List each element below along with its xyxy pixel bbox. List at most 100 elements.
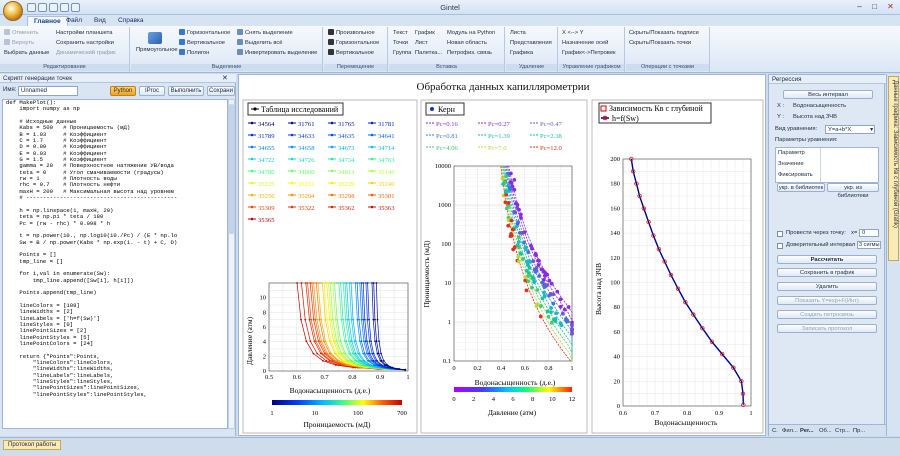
calculate-button[interactable]: Рассчитать (777, 255, 877, 264)
insert-palette-button[interactable]: Палетка... (415, 50, 443, 56)
vertical-move-button[interactable]: Вертикальное (328, 49, 374, 57)
core-point (516, 254, 521, 259)
maximize-icon[interactable]: □ (872, 2, 877, 11)
sample-point (370, 364, 372, 366)
chart-petro-button[interactable]: График<->Петровек (562, 50, 616, 56)
open-icon[interactable] (38, 3, 47, 12)
rect-select-button[interactable]: Прямоугольное (136, 32, 178, 60)
insert-points-button[interactable]: Точки (393, 40, 408, 46)
chart-data-side-tab[interactable]: Данные графика: Зависимость Кв с глубино… (888, 76, 899, 261)
core-point (517, 207, 521, 212)
vertical-select-button[interactable]: Вертикальное (179, 39, 225, 47)
sample-point (345, 340, 348, 343)
sample-point (358, 340, 361, 343)
create-petrolink-button[interactable]: Создать петросвязь (777, 310, 877, 319)
undo-icon[interactable] (49, 3, 58, 12)
axis-assign-button[interactable]: Назначение осей (562, 40, 609, 46)
close-icon[interactable]: ✕ (222, 75, 228, 82)
save-script-button[interactable]: Сохрани (207, 86, 235, 96)
sample-point (356, 282, 359, 284)
tab-work-log[interactable]: Протокол работы (3, 440, 62, 450)
swap-xy-button[interactable]: X <--> Y (562, 30, 584, 36)
horizontal-move-button[interactable]: Горизонтальное (328, 39, 379, 47)
insert-sheet-button[interactable]: Лист (415, 40, 428, 46)
write-log-button[interactable]: Записать протокол (777, 324, 877, 333)
insert-group-button[interactable]: Группа (393, 50, 412, 56)
undo-button[interactable]: Отменить (4, 29, 39, 37)
x0-input[interactable]: 0 (859, 229, 879, 237)
toggle-points-button[interactable]: Скрыть/Показать точки (629, 40, 692, 46)
tab-objects[interactable]: Об... (819, 428, 832, 434)
save-library-button[interactable]: укр. в библиотек (777, 183, 825, 192)
horizontal-select-button[interactable]: Горизонтальное (179, 29, 230, 37)
params-table[interactable]: Параметр Значение Фиксировать (775, 147, 879, 183)
table-row: Фиксировать (778, 172, 813, 178)
core-point (516, 220, 521, 225)
insert-chart-button[interactable]: График (415, 30, 435, 36)
delete-sheet-button[interactable]: Листа (510, 30, 526, 36)
select-all-button[interactable]: Выделить всё (237, 39, 283, 47)
clear-selection-button[interactable]: Снять выделение (237, 29, 293, 37)
sigma-select[interactable]: 3 сигмы (857, 241, 881, 249)
tab-s[interactable]: С. (772, 428, 778, 434)
load-library-button[interactable]: укр. из библиотеки (827, 183, 879, 199)
tab-help[interactable]: Справка (118, 17, 144, 24)
save-settings-button[interactable]: Сохранить настройки (56, 40, 114, 46)
name-input[interactable]: Unnamed (18, 86, 78, 96)
legend-sample-label: 35301 (378, 193, 394, 200)
toggle-labels-button[interactable]: Скрыть/Показать подписи (629, 30, 699, 36)
save-to-chart-button[interactable]: Сохранить в график (777, 268, 877, 277)
iproc-button[interactable]: IProc (139, 86, 165, 96)
refresh-icon[interactable] (71, 3, 80, 12)
minimize-icon[interactable]: – (857, 2, 862, 11)
save-icon[interactable] (27, 3, 36, 12)
sample-point (351, 352, 354, 355)
delete-button[interactable]: Удалить (777, 282, 877, 291)
scrollbar[interactable] (228, 99, 235, 429)
scrollbar-thumb[interactable] (229, 104, 234, 234)
redo-icon[interactable] (60, 3, 69, 12)
core-point (566, 305, 571, 309)
x-tick-label: 1 (570, 365, 573, 372)
colorbar-label: Давление (атм) (488, 408, 537, 417)
python-module-button[interactable]: Модуль на Python (447, 30, 496, 36)
dynamic-chart-button[interactable]: Динамический график (56, 50, 116, 56)
core-point (525, 263, 530, 267)
free-move-button[interactable]: Произвольное (328, 29, 375, 37)
tablet-settings-button[interactable]: Настройки планшета (56, 30, 113, 36)
petro-link-button[interactable]: Петрофиз. связь (447, 50, 492, 56)
x-tick-label: 0.8 (683, 410, 691, 417)
all-interval-button[interactable]: Весь интервал (783, 90, 873, 99)
insert-text-button[interactable]: Текст (393, 30, 408, 36)
redo-button[interactable]: Вернуть (4, 39, 34, 47)
python-button[interactable]: Python (110, 86, 136, 96)
close-icon[interactable]: ✕ (887, 2, 894, 11)
invert-selection-button[interactable]: Инвертировать выделение (237, 49, 317, 57)
equation-select[interactable]: Y=a+b*X ▾ (825, 125, 875, 134)
show-formula-button[interactable]: Показать Y=exp+F(Инт) (777, 296, 877, 305)
sample-point (376, 359, 378, 362)
tab-main[interactable]: Главное (27, 16, 68, 26)
delete-view-button[interactable]: Представления (510, 40, 552, 46)
tab-regression[interactable]: Рег... (800, 428, 814, 434)
through-point-checkbox[interactable] (777, 231, 783, 237)
core-point (510, 184, 515, 189)
delete-chart-button[interactable]: Графика (510, 50, 534, 56)
tab-properties[interactable]: Пр... (853, 428, 866, 434)
x-variable: Водонасыщенность (793, 103, 847, 109)
tab-filter[interactable]: Фил... (782, 428, 798, 434)
tab-file[interactable]: Файл (66, 17, 82, 24)
polygon-select-button[interactable]: Полигон (179, 49, 209, 57)
core-point (562, 307, 567, 312)
confidence-checkbox[interactable] (777, 243, 783, 249)
sample-point (309, 340, 312, 343)
sample-point (377, 364, 380, 366)
sample-point (368, 340, 371, 343)
code-editor[interactable]: def MakePlot(): import numpy as np # Исх… (2, 99, 228, 429)
run-button[interactable]: Выполнить (168, 86, 204, 96)
app-menu-orb[interactable] (3, 1, 23, 21)
tab-structure[interactable]: Стр... (835, 428, 850, 434)
tab-view[interactable]: Вид (94, 17, 106, 24)
new-area-button[interactable]: Новая область (447, 40, 487, 46)
select-data-button[interactable]: Выбрать данные (4, 50, 50, 56)
